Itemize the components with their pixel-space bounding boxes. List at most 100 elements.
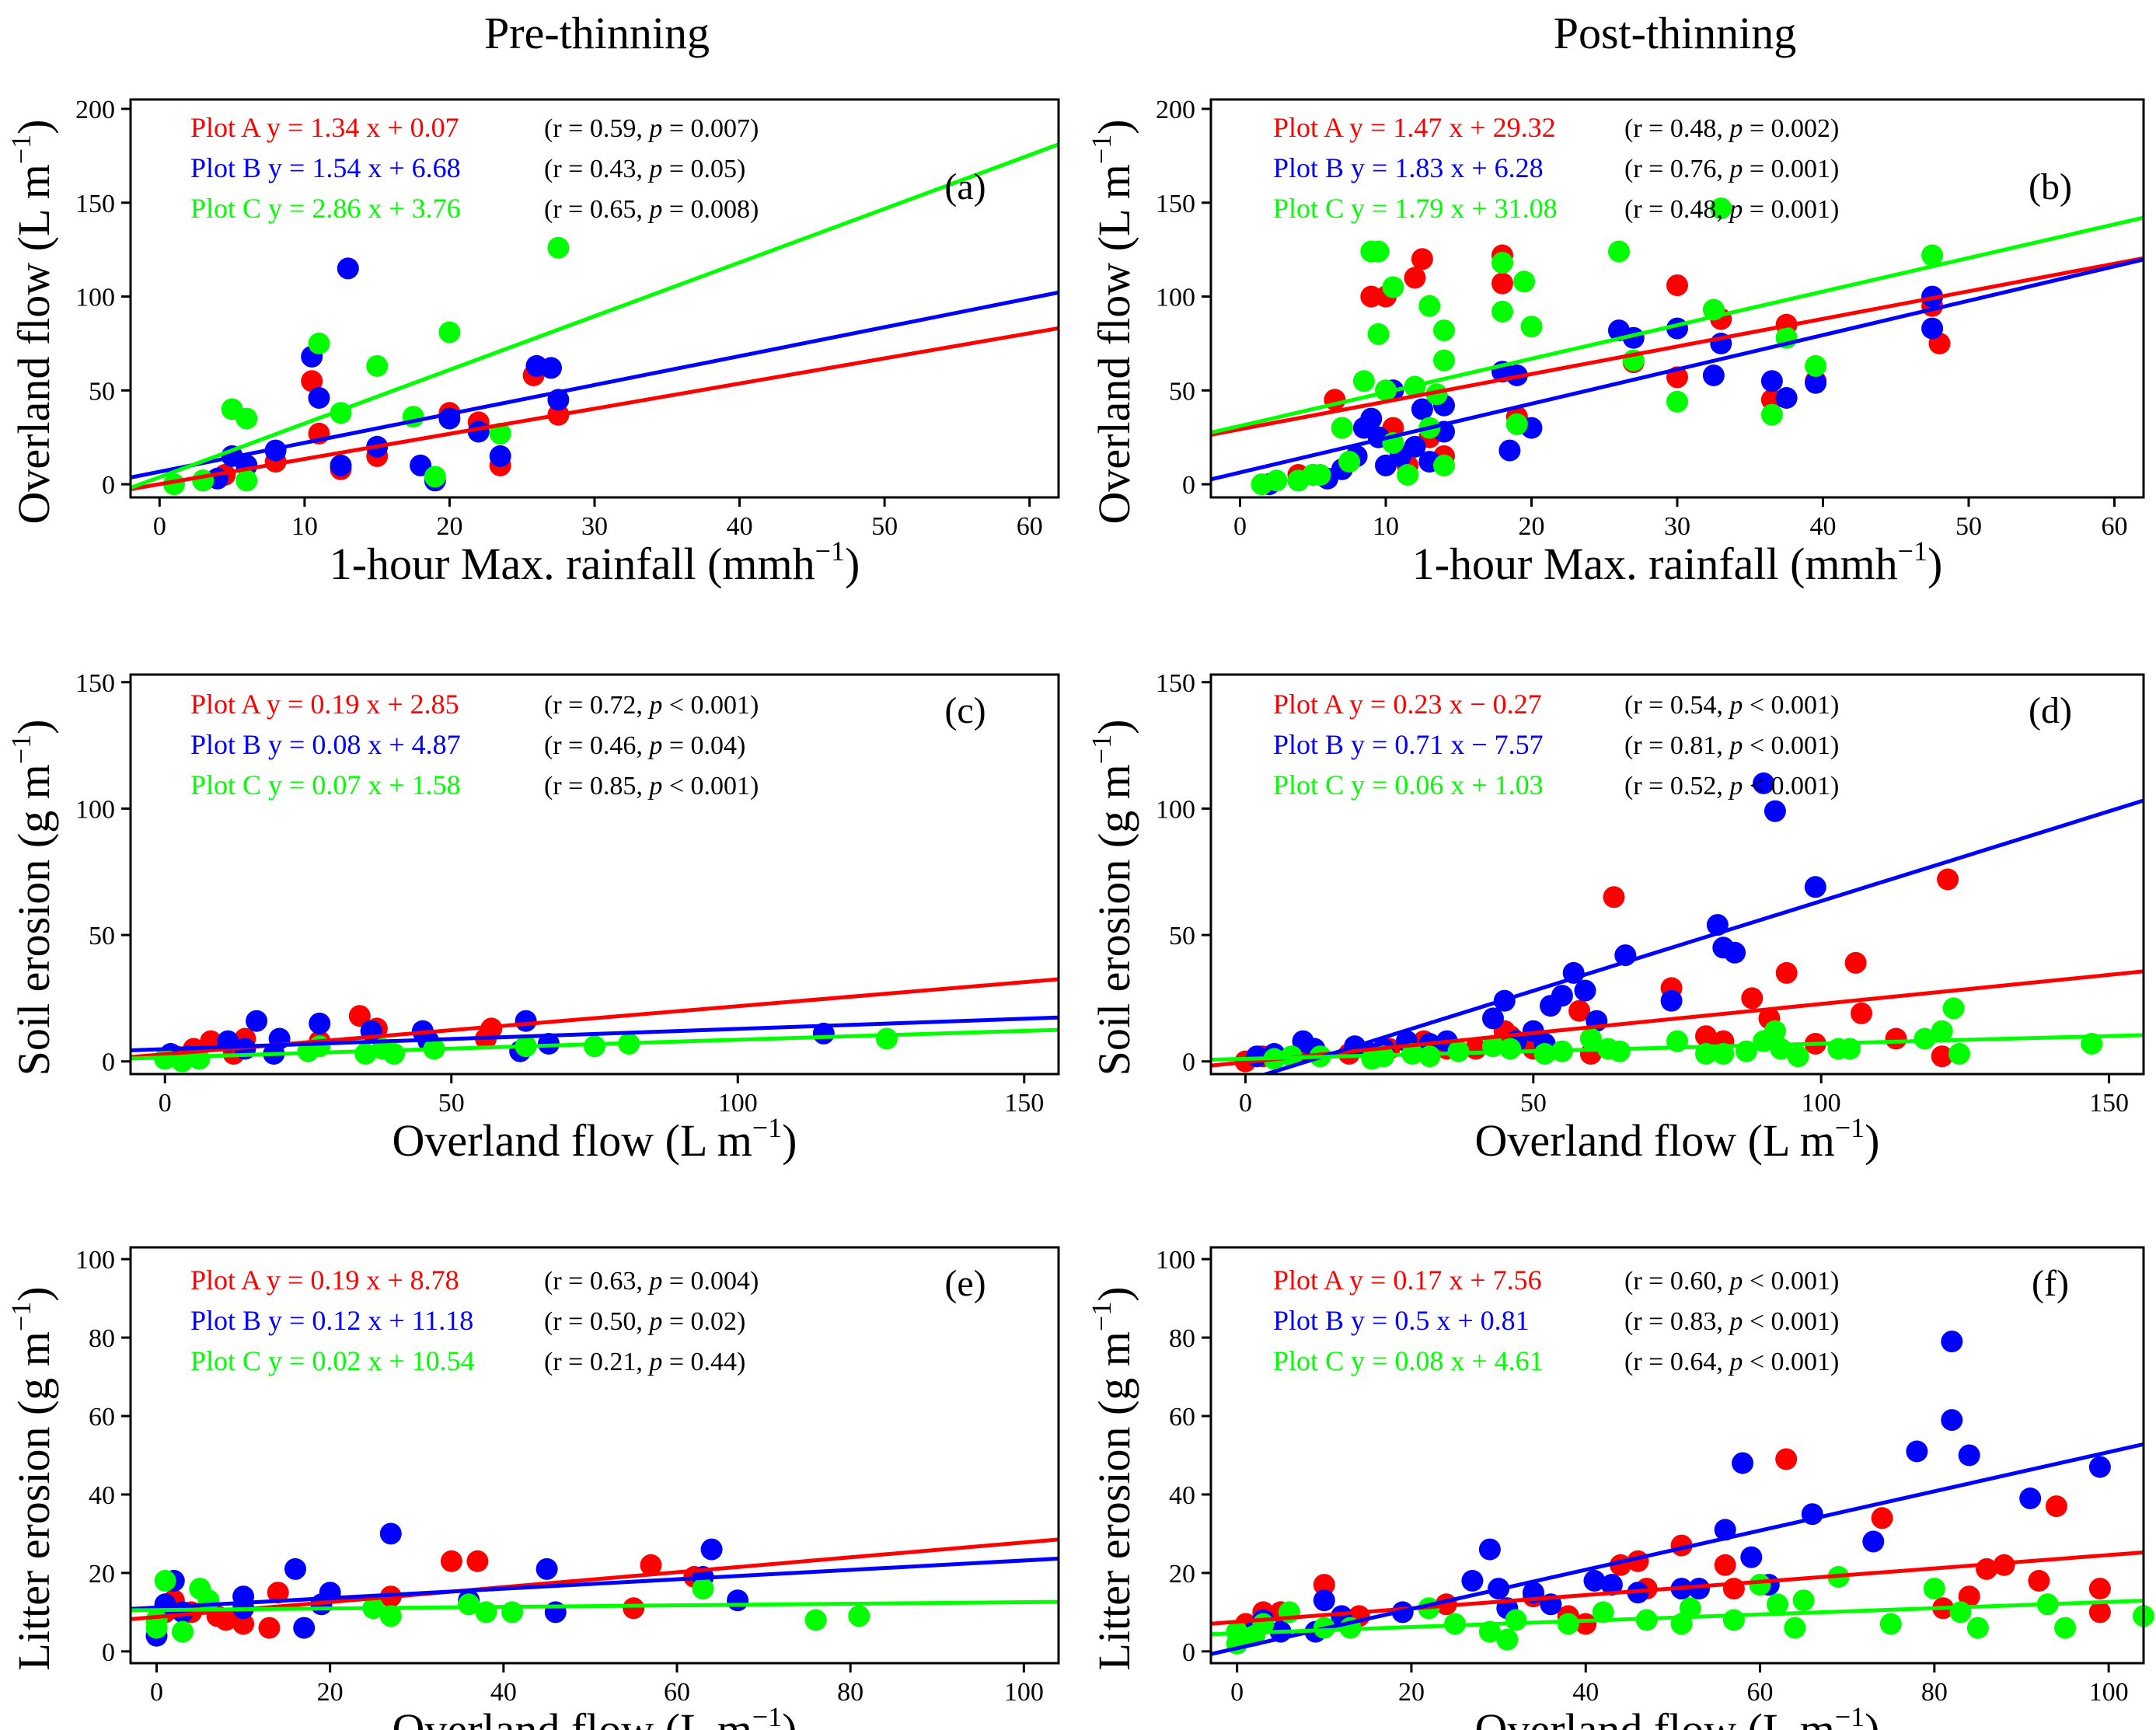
panel-label: (d) — [2029, 690, 2072, 731]
equation-A: Plot A y = 0.17 x + 7.56 — [1273, 1264, 1542, 1296]
y-axis-label-main: Soil erosion (g m — [1089, 764, 1139, 1076]
stat-p-value: = 0.44) — [662, 1348, 745, 1376]
stat-p-value: = 0.001) — [1743, 155, 1839, 183]
y-tick-label: 0 — [102, 1048, 115, 1077]
stat-p-value: < 0.001) — [662, 691, 759, 720]
x-tick-label: 50 — [438, 1089, 465, 1118]
stat-p: p — [647, 731, 662, 760]
x-axis-label-end: ) — [782, 1704, 797, 1730]
stat-r: (r = 0.64, — [1624, 1348, 1729, 1376]
x-axis-label-sup: −1 — [1835, 1112, 1865, 1143]
regression-line-A — [1211, 1550, 2144, 1626]
data-point — [1871, 1507, 1893, 1529]
y-axis-label-main: Litter erosion (g m — [9, 1331, 59, 1671]
stat-p-value: = 0.007) — [662, 114, 759, 143]
y-tick-label: 50 — [89, 922, 115, 950]
data-point — [2088, 1578, 2111, 1600]
data-point — [1879, 1613, 1902, 1635]
data-point — [1505, 1609, 1527, 1631]
data-point — [1805, 371, 1827, 394]
data-point — [466, 1550, 489, 1572]
y-axis-label-sup: −1 — [1086, 134, 1117, 164]
data-point — [1592, 1601, 1614, 1624]
panel-label: (a) — [944, 166, 986, 208]
stat-r: (r = 0.72, — [544, 691, 649, 720]
data-point — [1921, 317, 1944, 340]
y-tick-label: 0 — [102, 471, 115, 500]
data-point — [475, 1601, 497, 1624]
y-tick-label: 20 — [89, 1560, 115, 1589]
stat-r: (r = 0.63, — [544, 1267, 649, 1296]
stat-r: (r = 0.85, — [544, 772, 649, 800]
x-tick-label: 50 — [1520, 1089, 1547, 1118]
data-point — [1418, 1045, 1441, 1068]
regression-line-C — [1211, 1599, 2144, 1637]
stat-p: p — [1728, 155, 1743, 183]
stat-p-value: = 0.02) — [662, 1307, 745, 1336]
data-point — [1710, 197, 1732, 220]
data-point — [1491, 300, 1513, 323]
data-point — [1411, 398, 1433, 420]
data-point — [515, 1010, 537, 1032]
y-tick-label: 100 — [1156, 284, 1195, 312]
x-tick-label: 10 — [1373, 512, 1399, 541]
x-axis-label-end: ) — [1865, 1115, 1879, 1166]
y-axis-label: Overland flow (L m−1) — [1086, 120, 1139, 525]
data-point — [172, 1620, 194, 1643]
equation-C: Plot C y = 2.86 x + 3.76 — [190, 193, 461, 224]
data-point — [438, 321, 461, 344]
x-tick-label: 0 — [153, 512, 166, 541]
data-point — [1931, 1045, 1953, 1068]
plot-frame — [129, 1246, 1060, 1665]
data-point — [1568, 999, 1591, 1022]
x-tick-label: 10 — [291, 512, 318, 541]
equation-C: Plot C y = 0.07 x + 1.58 — [190, 769, 461, 800]
statistics-C: (r = 0.48, p = 0.001) — [1624, 195, 1839, 224]
x-tick-label: 0 — [150, 1678, 163, 1707]
stat-p-value: < 0.001) — [662, 772, 759, 800]
column-title-pre-thinning: Pre-thinning — [484, 8, 710, 58]
stat-r: (r = 0.52, — [1624, 772, 1729, 800]
data-point — [440, 1550, 462, 1572]
x-tick-label: 150 — [1004, 1089, 1044, 1118]
data-point — [366, 354, 389, 377]
y-tick-label: 100 — [75, 1246, 115, 1275]
stat-r: (r = 0.50, — [544, 1307, 649, 1336]
data-point — [1418, 295, 1441, 317]
data-point — [1805, 354, 1827, 377]
data-point — [584, 1035, 605, 1058]
data-point — [1792, 1589, 1815, 1612]
data-point — [1608, 240, 1630, 263]
stat-r: (r = 0.48, — [1624, 114, 1729, 143]
data-point — [1958, 1444, 1980, 1467]
data-point — [1433, 454, 1455, 476]
equation-B: Plot B y = 1.83 x + 6.28 — [1273, 152, 1544, 183]
stat-p-value: < 0.001) — [1743, 1307, 1839, 1336]
equation-C: Plot C y = 0.08 x + 4.61 — [1273, 1345, 1544, 1376]
data-point — [383, 1043, 405, 1065]
x-axis-label-end: ) — [1927, 539, 1942, 589]
data-point — [1575, 1613, 1597, 1635]
x-axis-label-sup: −1 — [1898, 535, 1927, 567]
data-point — [1695, 1025, 1717, 1048]
stat-p-value: = 0.001) — [1743, 195, 1839, 224]
x-tick-label: 30 — [1664, 512, 1690, 541]
x-axis-label: Overland flow (L m−1) — [1475, 1701, 1880, 1730]
x-tick-label: 0 — [1239, 1089, 1252, 1118]
equation-C: Plot C y = 0.02 x + 10.54 — [190, 1345, 475, 1376]
panel-label: (b) — [2029, 166, 2072, 208]
stat-p: p — [647, 155, 662, 183]
stat-p-value: < 0.001) — [1743, 772, 1839, 800]
data-point — [1382, 276, 1404, 298]
y-tick-label: 80 — [1169, 1324, 1195, 1353]
data-point — [1433, 349, 1455, 371]
x-tick-label: 80 — [837, 1678, 863, 1707]
data-point — [547, 236, 570, 259]
y-axis-label-end: ) — [9, 720, 59, 734]
regression-line-B — [1259, 798, 2144, 1074]
stat-r: (r = 0.43, — [544, 155, 649, 183]
equation-B: Plot B y = 0.5 x + 0.81 — [1273, 1305, 1530, 1336]
statistics-C: (r = 0.64, p < 0.001) — [1624, 1348, 1839, 1376]
data-point — [1579, 1027, 1602, 1050]
